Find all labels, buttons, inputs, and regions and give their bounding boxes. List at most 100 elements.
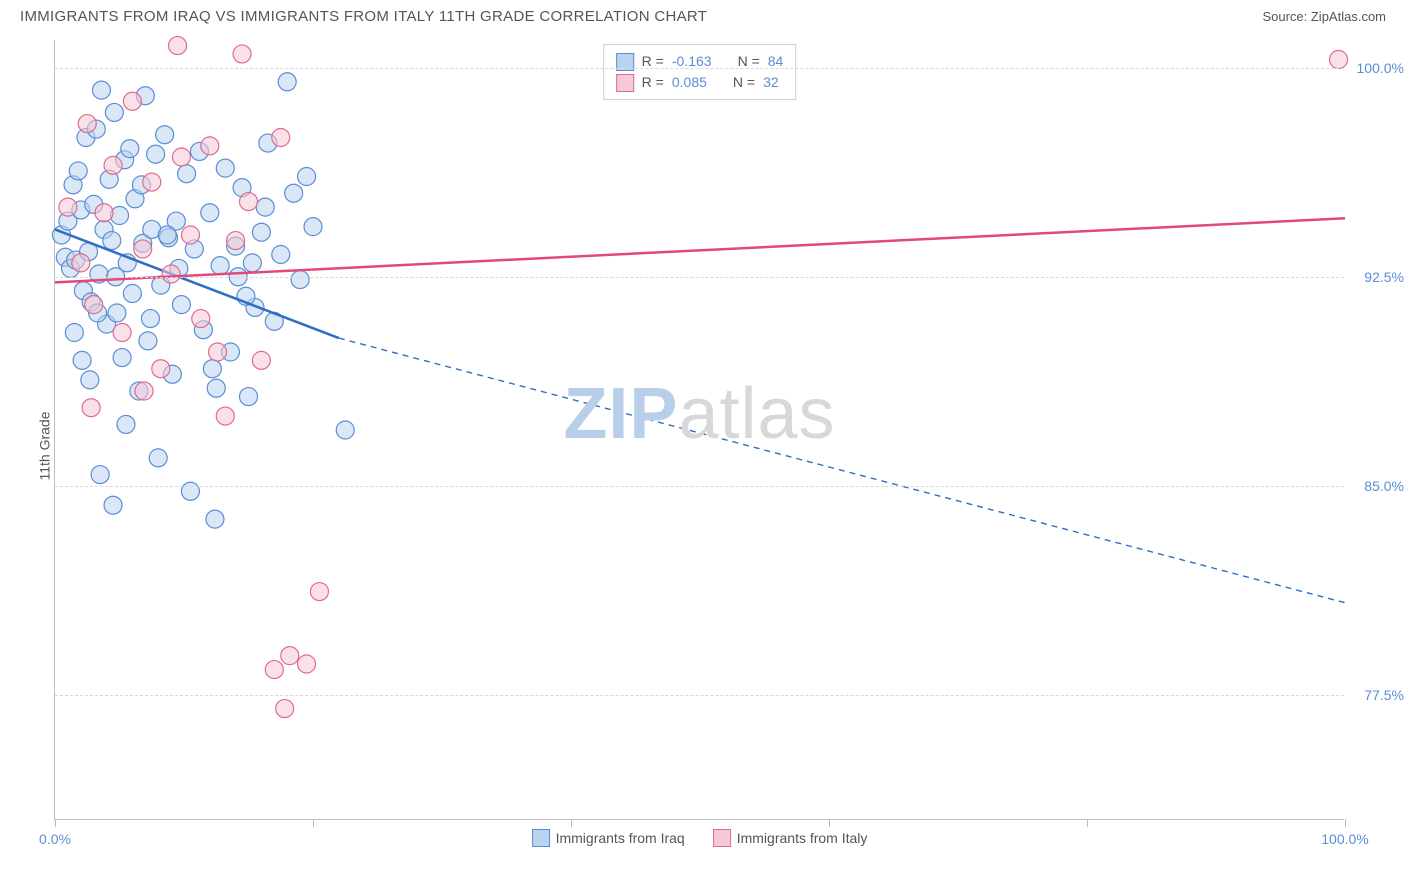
scatter-point [192, 310, 210, 328]
scatter-point [240, 193, 258, 211]
scatter-point [113, 324, 131, 342]
correlation-legend: R =-0.163N =84R =0.085N =32 [603, 44, 797, 100]
x-tick [571, 819, 572, 827]
scatter-point [78, 115, 96, 133]
legend-swatch [532, 829, 550, 847]
series-legend: Immigrants from Iraq Immigrants from Ital… [532, 829, 868, 847]
scatter-point [72, 254, 90, 272]
y-tick-label: 85.0% [1349, 478, 1404, 494]
chart-area: ZIPatlas R =-0.163N =84R =0.085N =32 Imm… [54, 40, 1344, 820]
r-label: R = [642, 51, 664, 72]
scatter-point [291, 271, 309, 289]
legend-item: Immigrants from Italy [713, 829, 868, 847]
y-tick-label: 92.5% [1349, 269, 1404, 285]
scatter-point [265, 661, 283, 679]
gridline [55, 695, 1344, 696]
r-value: 0.085 [672, 72, 707, 93]
scatter-point [134, 240, 152, 258]
scatter-point [240, 388, 258, 406]
legend-label: Immigrants from Iraq [556, 830, 685, 846]
scatter-point [227, 232, 245, 250]
scatter-point [211, 257, 229, 275]
scatter-point [206, 510, 224, 528]
gridline [55, 277, 1344, 278]
n-label: N = [733, 72, 755, 93]
scatter-point [203, 360, 221, 378]
scatter-point [81, 371, 99, 389]
scatter-point [95, 204, 113, 222]
scatter-point [143, 173, 161, 191]
scatter-point [304, 218, 322, 236]
r-value: -0.163 [672, 51, 712, 72]
scatter-point [209, 343, 227, 361]
scatter-point [156, 126, 174, 144]
scatter-point [91, 466, 109, 484]
scatter-point [104, 156, 122, 174]
scatter-point [310, 583, 328, 601]
scatter-point [201, 204, 219, 222]
scatter-point [1330, 51, 1348, 69]
chart-title: IMMIGRANTS FROM IRAQ VS IMMIGRANTS FROM … [20, 8, 707, 25]
gridline [55, 68, 1344, 69]
scatter-point [73, 351, 91, 369]
legend-row: R = -0.163 N = 84 [616, 51, 784, 72]
y-tick-label: 100.0% [1349, 60, 1404, 76]
x-tick [55, 819, 56, 827]
y-tick-label: 77.5% [1349, 687, 1404, 703]
scatter-point [276, 700, 294, 718]
regression-line-extrapolated [339, 338, 1345, 603]
scatter-point [108, 304, 126, 322]
scatter-point [59, 198, 77, 216]
scatter-point [172, 296, 190, 314]
scatter-point [105, 103, 123, 121]
scatter-point [233, 45, 251, 63]
x-tick-label: 100.0% [1321, 831, 1368, 847]
scatter-point [285, 184, 303, 202]
scatter-point [113, 349, 131, 367]
scatter-point [103, 232, 121, 250]
scatter-point [272, 129, 290, 147]
scatter-point [169, 37, 187, 55]
x-tick [1345, 819, 1346, 827]
scatter-point [252, 351, 270, 369]
scatter-point [172, 148, 190, 166]
scatter-point [278, 73, 296, 91]
scatter-point [139, 332, 157, 350]
x-tick [1087, 819, 1088, 827]
header-bar: IMMIGRANTS FROM IRAQ VS IMMIGRANTS FROM … [0, 0, 1406, 29]
scatter-point [216, 159, 234, 177]
scatter-point [243, 254, 261, 272]
scatter-point [281, 647, 299, 665]
scatter-point [135, 382, 153, 400]
scatter-point [123, 285, 141, 303]
scatter-point [65, 324, 83, 342]
gridline [55, 486, 1344, 487]
legend-item: Immigrants from Iraq [532, 829, 685, 847]
scatter-point [123, 92, 141, 110]
scatter-point [336, 421, 354, 439]
scatter-plot-svg [55, 40, 1344, 819]
scatter-point [181, 226, 199, 244]
scatter-point [82, 399, 100, 417]
legend-label: Immigrants from Italy [737, 830, 868, 846]
scatter-point [298, 655, 316, 673]
scatter-point [152, 360, 170, 378]
scatter-point [252, 223, 270, 241]
scatter-point [178, 165, 196, 183]
regression-line [55, 218, 1345, 282]
n-label: N = [738, 51, 760, 72]
x-tick [313, 819, 314, 827]
legend-swatch [616, 74, 634, 92]
scatter-point [256, 198, 274, 216]
scatter-point [201, 137, 219, 155]
scatter-point [147, 145, 165, 163]
scatter-point [298, 168, 316, 186]
scatter-point [162, 265, 180, 283]
scatter-point [158, 226, 176, 244]
scatter-point [141, 310, 159, 328]
scatter-point [104, 496, 122, 514]
n-value: 32 [763, 72, 779, 93]
x-tick [829, 819, 830, 827]
n-value: 84 [768, 51, 784, 72]
x-tick-label: 0.0% [39, 831, 71, 847]
